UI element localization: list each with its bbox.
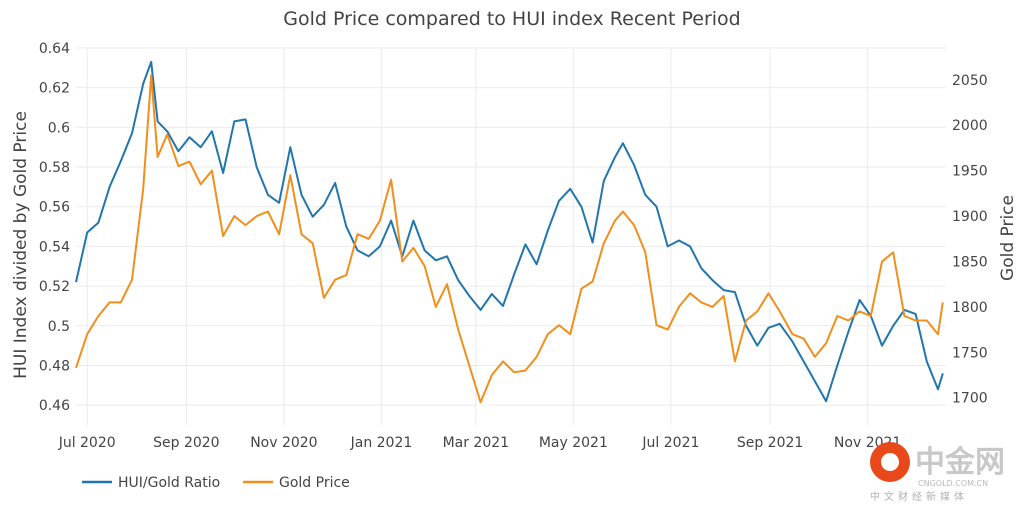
- y-right-tick-label: 2050: [952, 73, 988, 89]
- watermark-domain: CNGOLD.COM.CN: [918, 479, 988, 488]
- x-tick-label: Nov 2020: [250, 435, 317, 451]
- x-tick-label: Jul 2021: [641, 435, 699, 451]
- y-right-tick-label: 1950: [952, 164, 988, 180]
- x-tick-label: May 2021: [539, 435, 608, 451]
- y-right-tick-label: 1900: [952, 209, 988, 225]
- x-tick-label: Jan 2021: [350, 435, 413, 451]
- legend-label-hui[interactable]: HUI/Gold Ratio: [118, 475, 220, 491]
- y-right-tick-label: 1700: [952, 391, 988, 407]
- series-line-hui-gold-ratio[interactable]: [75, 60, 944, 403]
- y-left-tick-label: 0.58: [39, 160, 70, 176]
- y-right-tick-label: 1800: [952, 300, 988, 316]
- x-axis-ticks: Jul 2020 Sep 2020 Nov 2020 Jan 2021 Mar 2021…: [58, 435, 902, 451]
- left-axis-title: HUI Index divided by Gold Price: [11, 111, 31, 379]
- y-left-tick-label: 0.48: [39, 358, 70, 374]
- series-line-gold-price[interactable]: [75, 74, 944, 404]
- x-tick-label: Jul 2020: [58, 435, 116, 451]
- y-left-tick-label: 0.62: [39, 81, 70, 97]
- x-tick-label: Sep 2021: [737, 435, 803, 451]
- x-tick-label: Mar 2021: [443, 435, 510, 451]
- y-left-tick-label: 0.54: [39, 239, 70, 255]
- y-right-tick-label: 1850: [952, 254, 988, 270]
- right-axis-title: Gold Price: [998, 195, 1018, 281]
- left-axis-ticks: 0.46 0.48 0.5 0.52 0.54 0.56 0.58 0.6 0.62 0.64: [39, 41, 70, 414]
- watermark-logo-inner: [881, 453, 899, 471]
- y-left-tick-label: 0.64: [39, 41, 70, 57]
- watermark-brand: 中金网: [915, 445, 1005, 480]
- grid: [76, 47, 946, 425]
- y-right-tick-label: 2000: [952, 118, 988, 134]
- y-left-tick-label: 0.56: [39, 200, 70, 216]
- right-axis-ticks: 1700 1750 1800 1850 1900 1950 2000 2050: [952, 73, 988, 407]
- y-right-tick-label: 1750: [952, 345, 988, 361]
- x-tick-label: Sep 2020: [153, 435, 219, 451]
- chart-title: Gold Price compared to HUI index Recent …: [283, 8, 741, 30]
- legend-label-gold[interactable]: Gold Price: [279, 475, 350, 491]
- y-left-tick-label: 0.52: [39, 279, 70, 295]
- watermark: 中金网 CNGOLD.COM.CN 中文财经新媒体: [870, 442, 1005, 503]
- series-lines: [75, 60, 944, 404]
- y-left-tick-label: 0.5: [48, 319, 70, 335]
- watermark-slogan: 中文财经新媒体: [870, 490, 968, 503]
- y-left-tick-label: 0.6: [48, 120, 70, 136]
- legend[interactable]: HUI/Gold Ratio Gold Price: [82, 475, 350, 491]
- y-left-tick-label: 0.46: [39, 398, 70, 414]
